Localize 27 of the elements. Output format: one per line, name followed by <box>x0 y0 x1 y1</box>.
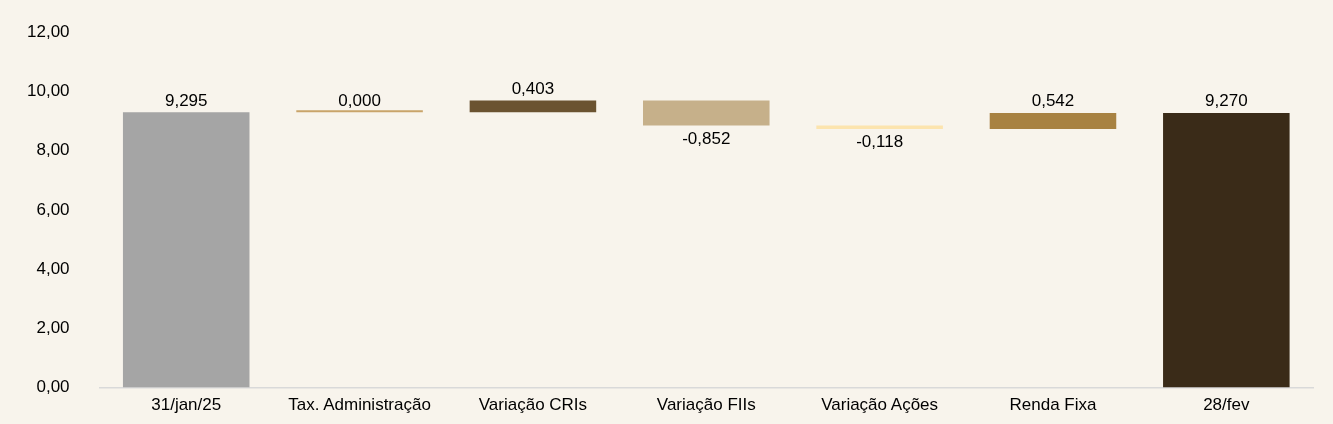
data-label: -0,118 <box>856 132 904 152</box>
data-label: -0,852 <box>682 128 731 148</box>
x-tick-label: Tax. Administração <box>288 395 431 415</box>
y-tick-label: 8,00 <box>36 140 70 160</box>
bar <box>989 113 1117 130</box>
data-label: 0,542 <box>1031 91 1075 111</box>
bar <box>643 100 770 126</box>
y-tick-label: 2,00 <box>36 318 70 338</box>
data-label: 0,403 <box>511 78 555 98</box>
x-tick-label: 31/jan/25 <box>151 395 222 415</box>
bar <box>469 100 597 113</box>
x-tick-label: 28/fev <box>1203 395 1250 415</box>
bar <box>296 110 423 113</box>
data-label: 9,270 <box>1205 91 1248 111</box>
y-tick-label: 6,00 <box>36 199 70 219</box>
y-tick-label: 0,00 <box>36 377 70 397</box>
y-tick-label: 4,00 <box>36 258 70 278</box>
bar <box>1163 113 1290 388</box>
x-tick-label: Renda Fixa <box>1009 395 1097 415</box>
x-tick-label: Variação CRIs <box>478 395 588 415</box>
y-tick-label: 10,00 <box>26 81 70 101</box>
x-tick-label: Variação Ações <box>821 395 939 415</box>
data-label: 0,000 <box>338 90 381 110</box>
y-tick-label: 12,00 <box>26 21 70 41</box>
data-label: 9,295 <box>164 90 208 110</box>
x-tick-label: Variação FIIs <box>656 395 756 415</box>
bar <box>122 112 250 388</box>
